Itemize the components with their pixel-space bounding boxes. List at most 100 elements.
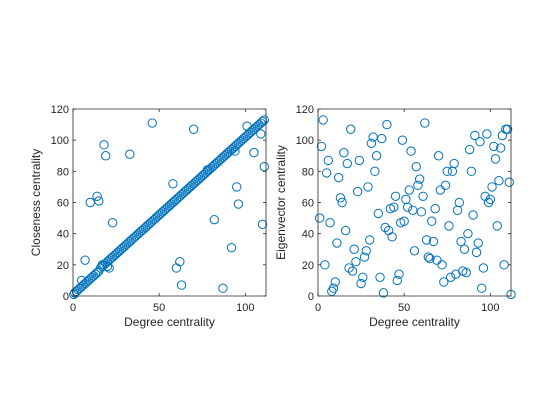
eigenvector-data-point	[352, 186, 363, 197]
eigenvector-data-point	[432, 255, 442, 265]
closeness-data-point	[209, 160, 220, 170]
eigenvector-data-point	[420, 118, 430, 128]
eigenvector-data-point	[490, 154, 501, 164]
closeness-data-point	[102, 261, 113, 272]
closeness-data-point	[211, 158, 221, 169]
closeness-y-tick-label: 40	[57, 229, 69, 241]
eigenvector-data-point	[377, 133, 387, 144]
closeness-data-point	[90, 269, 101, 279]
eigenvector-ticks: 0 50 100 0 20 40 60 80 100 120	[296, 104, 511, 314]
eigenvector-data-point	[444, 221, 454, 231]
closeness-data-point	[216, 154, 226, 164]
eigenvector-data-point	[364, 235, 375, 245]
eigenvector-data-point	[358, 272, 368, 282]
eigenvector-data-point	[437, 260, 447, 270]
eigenvector-data-point	[466, 166, 477, 177]
eigenvector-x-tick-label: 0	[315, 302, 321, 314]
closeness-data-point	[147, 216, 157, 226]
eigenvector-data-point	[477, 283, 487, 293]
closeness-data-point	[151, 213, 161, 223]
closeness-data-point	[121, 239, 132, 250]
closeness-data-point	[176, 190, 187, 200]
closeness-data-point	[104, 255, 114, 265]
closeness-data-point	[214, 155, 225, 166]
closeness-data-point	[94, 196, 104, 206]
eigenvector-data-point	[463, 228, 473, 239]
closeness-data-point	[138, 224, 149, 234]
closeness-data-point	[116, 244, 126, 254]
eigenvector-data-point	[449, 158, 459, 169]
closeness-data-point	[92, 191, 102, 201]
closeness-data-point	[119, 241, 130, 251]
closeness-data-point	[163, 202, 173, 212]
closeness-data-point	[259, 115, 269, 125]
closeness-data-point	[232, 182, 242, 192]
eigenvector-y-tick-label: 120	[296, 104, 314, 116]
eigenvector-data-point	[340, 225, 351, 236]
eigenvector-y-tick-label: 0	[308, 291, 314, 303]
eigenvector-data-point	[392, 275, 402, 286]
eigenvector-data-point	[333, 172, 344, 183]
eigenvector-data-point	[318, 115, 328, 125]
closeness-data-point	[80, 278, 90, 289]
closeness-data-point	[230, 141, 240, 152]
closeness-data-point	[102, 257, 113, 267]
eigenvector-data-point	[409, 246, 420, 256]
closeness-data-point	[185, 182, 195, 192]
eigenvector-data-point	[404, 185, 415, 195]
eigenvector-data-point	[339, 147, 349, 158]
closeness-data-point	[99, 140, 109, 150]
closeness-data-point	[107, 252, 118, 262]
closeness-data-point	[209, 214, 220, 225]
eigenvector-data-point	[421, 235, 432, 245]
closeness-data-point	[180, 186, 190, 197]
closeness-data-point	[145, 218, 156, 228]
eigenvector-data-point	[478, 263, 489, 273]
closeness-ticks: 0 50 100 0 20 40 60 80 100 120	[51, 104, 266, 314]
eigenvector-data-point	[337, 197, 347, 208]
closeness-data-point	[125, 236, 135, 247]
closeness-data-point	[113, 247, 123, 258]
closeness-data-point	[232, 140, 242, 150]
eigenvector-data-point	[435, 185, 446, 195]
closeness-data-point	[197, 171, 207, 181]
closeness-data-point	[221, 149, 232, 159]
eigenvector-data-point	[482, 129, 492, 139]
closeness-data-point	[247, 126, 257, 136]
closeness-data-point	[178, 188, 188, 198]
eigenvector-data-point	[373, 208, 384, 219]
eigenvector-data-point	[389, 202, 399, 212]
eigenvector-data-point	[394, 269, 404, 279]
eigenvector-data-point	[361, 246, 371, 256]
eigenvector-data-point	[346, 124, 356, 134]
closeness-data-point	[175, 257, 185, 267]
closeness-data-point	[256, 129, 266, 139]
eigenvector-data-point	[356, 278, 366, 289]
eigenvector-data-point	[316, 141, 327, 152]
closeness-x-tick-label: 0	[70, 302, 76, 314]
eigenvector-y-tick-label: 80	[302, 166, 314, 178]
closeness-y-tick-label: 60	[57, 198, 69, 210]
closeness-data-point	[88, 271, 99, 281]
eigenvector-data-point	[378, 288, 389, 298]
closeness-data-point	[175, 191, 185, 201]
eigenvector-data-point	[447, 166, 458, 177]
eigenvector-data-point	[411, 161, 421, 172]
eigenvector-data-point	[473, 238, 483, 248]
closeness-data-point	[130, 232, 140, 242]
eigenvector-y-tick-label: 100	[296, 135, 314, 147]
eigenvector-data-point	[402, 202, 413, 212]
eigenvector-data-point	[464, 144, 475, 155]
eigenvector-data-point	[390, 191, 401, 201]
closeness-data-point	[254, 119, 264, 130]
closeness-data-point	[168, 197, 178, 208]
closeness-data-point	[223, 147, 233, 158]
closeness-data-point	[128, 233, 139, 244]
eigenvector-data-point	[351, 257, 361, 267]
eigenvector-data-point	[485, 194, 496, 205]
closeness-data-point	[156, 208, 166, 219]
eigenvector-data-point	[323, 155, 334, 166]
closeness-data-point	[257, 116, 268, 127]
